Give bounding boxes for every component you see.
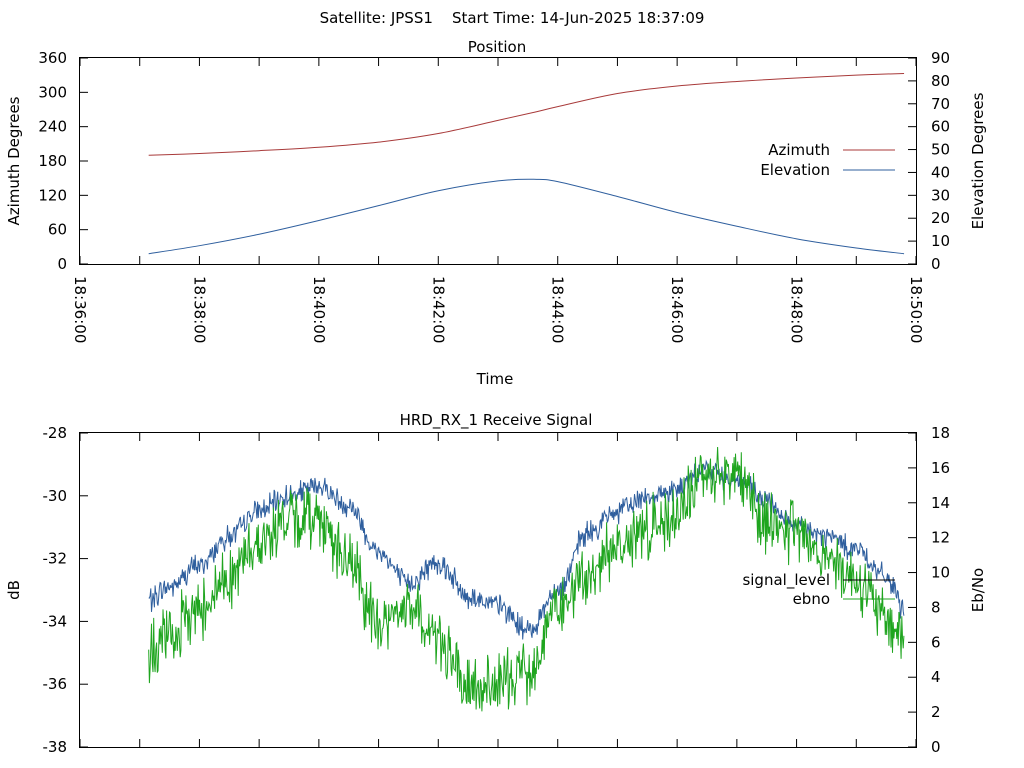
receive-y2tick-label: 16 bbox=[931, 459, 950, 477]
position-series-elevation-line bbox=[148, 178, 905, 255]
receive-ytick-label: -28 bbox=[43, 424, 68, 442]
position-xtick-label: 18:42:00 bbox=[429, 276, 447, 343]
position-y2tick-label: 70 bbox=[931, 95, 950, 113]
position-y2tick-label: 10 bbox=[931, 232, 950, 250]
receive-ytick-label: -38 bbox=[43, 738, 68, 756]
receive-y2tick-label: 2 bbox=[931, 703, 941, 721]
position-series-azimuth-line bbox=[148, 72, 905, 156]
header-title: Satellite: JPSS1 Start Time: 14-Jun-2025… bbox=[320, 9, 705, 27]
position-legend: Azimuth Elevation bbox=[760, 141, 895, 179]
position-y2tick-label: 0 bbox=[931, 255, 941, 273]
receive-legend-label-0: signal_level bbox=[742, 571, 830, 590]
receive-y2tick-label: 10 bbox=[931, 564, 950, 582]
receive-ytick-label: -30 bbox=[43, 487, 68, 505]
position-y2label: Elevation Degrees bbox=[969, 92, 987, 229]
receive-ytick-label: -36 bbox=[43, 675, 68, 693]
receive-y2tick-label: 12 bbox=[931, 529, 950, 547]
receive-signal-plot: HRD_RX_1 Receive Signal dB Eb/No -38-36-… bbox=[5, 411, 987, 756]
position-plot: Position Azimuth Degrees Elevation Degre… bbox=[5, 38, 987, 388]
position-ytick-label: 360 bbox=[38, 49, 67, 67]
position-y2tick-label: 30 bbox=[931, 186, 950, 204]
receive-series bbox=[148, 446, 905, 712]
position-y2tick-label: 80 bbox=[931, 72, 950, 90]
position-y2tick-label: 40 bbox=[931, 163, 950, 181]
position-xtick-label: 18:38:00 bbox=[190, 276, 208, 343]
receive-ytick-label: -34 bbox=[43, 612, 68, 630]
position-xtick-label: 18:40:00 bbox=[310, 276, 328, 343]
position-ytick-label: 240 bbox=[38, 118, 67, 136]
receive-ytick-label: -32 bbox=[43, 550, 68, 568]
position-y2tick-label: 20 bbox=[931, 209, 950, 227]
position-legend-label-1: Elevation bbox=[760, 161, 830, 179]
position-ytick-label: 300 bbox=[38, 83, 67, 101]
position-y2tick-label: 50 bbox=[931, 141, 950, 159]
position-series bbox=[148, 72, 905, 255]
position-plot-frame bbox=[79, 57, 917, 265]
position-xtick-label: 18:50:00 bbox=[907, 276, 925, 343]
position-xtick-label: 18:36:00 bbox=[71, 276, 89, 343]
receive-series-ebno-line bbox=[148, 446, 905, 712]
position-chart-title: Position bbox=[468, 38, 526, 56]
position-legend-label-0: Azimuth bbox=[768, 141, 830, 159]
receive-y2tick-label: 6 bbox=[931, 633, 941, 651]
receive-y2tick-label: 18 bbox=[931, 424, 950, 442]
position-ticks: 0 60 120 180 240 300 360 0 10 20 30 40 50 60 70 80 90 18:… bbox=[38, 49, 950, 343]
position-ytick-label: 60 bbox=[48, 221, 67, 239]
receive-plot-frame bbox=[79, 432, 917, 748]
receive-y2tick-label: 0 bbox=[931, 738, 941, 756]
receive-y2label: Eb/No bbox=[969, 568, 987, 612]
position-ytick-label: 180 bbox=[38, 152, 67, 170]
position-xlabel: Time bbox=[476, 370, 514, 388]
position-xtick-label: 18:46:00 bbox=[668, 276, 686, 343]
receive-ylabel: dB bbox=[5, 580, 23, 600]
receive-series-signal-level-line bbox=[148, 459, 905, 640]
position-y2tick-label: 90 bbox=[931, 49, 950, 67]
receive-chart-title: HRD_RX_1 Receive Signal bbox=[400, 411, 593, 430]
position-ylabel: Azimuth Degrees bbox=[5, 96, 23, 225]
position-ytick-label: 0 bbox=[57, 255, 67, 273]
receive-y2tick-label: 4 bbox=[931, 668, 941, 686]
receive-y2tick-label: 14 bbox=[931, 494, 950, 512]
receive-y2tick-label: 8 bbox=[931, 598, 941, 616]
receive-legend-label-1: ebno bbox=[793, 590, 830, 608]
position-ytick-label: 120 bbox=[38, 186, 67, 204]
position-y2tick-label: 60 bbox=[931, 118, 950, 136]
position-xtick-label: 18:44:00 bbox=[549, 276, 567, 343]
position-xtick-label: 18:48:00 bbox=[788, 276, 806, 343]
receive-ticks: -38 -36 -34 -32 -30 -28 0 2 4 6 8 10 12 14 16 18 bbox=[43, 424, 951, 756]
